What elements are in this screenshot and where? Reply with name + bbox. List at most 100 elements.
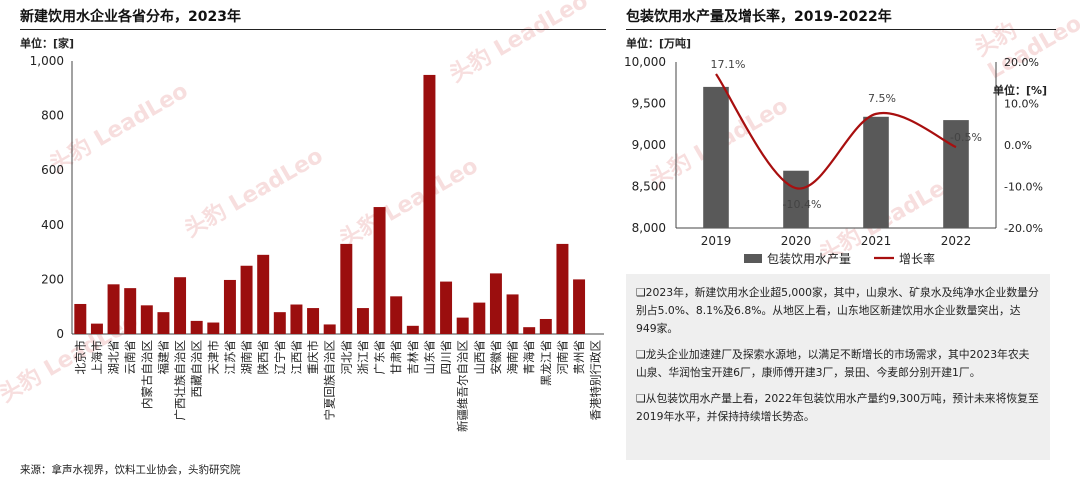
bar [356,308,369,334]
x-tick-label: 上海市 [90,340,104,375]
left-title-rule [20,29,606,30]
x-tick-label: 山东省 [422,340,436,375]
x-tick-label: 河北省 [339,340,353,375]
notes-box: ❑2023年，新建饮用水企业超5,000家，其中，山泉水、矿泉水及纯净水企业数量… [626,274,1050,460]
right-y-tick-label: 10.0% [1004,98,1039,111]
right-y-tick-label: -20.0% [1004,222,1043,235]
x-tick-label: 黑龙江省 [539,340,553,386]
note-paragraph: ❑从包装饮用水产量上看，2022年包装饮用水产量约9,300万吨，预计未来将恢复… [636,392,1039,423]
bar [390,296,403,334]
bar [456,317,469,334]
bar [406,325,419,334]
production-bar [863,116,889,228]
left-y-tick-label: 9,500 [632,97,666,111]
bar [489,273,502,334]
bar [440,281,453,334]
growth-data-label: 7.5% [868,92,896,105]
y-tick-label: 600 [41,163,64,177]
x-tick-label: 江苏省 [223,340,237,375]
note-paragraph: ❑2023年，新建饮用水企业超5,000家，其中，山泉水、矿泉水及纯净水企业数量… [636,286,1039,335]
bar [140,305,153,334]
x-tick-label: 陕西省 [256,340,270,375]
bar [157,312,170,334]
x-tick-label: 吉林省 [406,340,420,375]
x-tick-label: 香港特别行政区 [589,340,603,421]
x-tick-label: 北京市 [73,340,87,375]
right-y-tick-label: 0.0% [1004,139,1032,152]
bar [473,302,486,334]
x-tick-label: 江西省 [289,340,303,375]
x-tick-label: 四川省 [439,340,453,375]
bar [373,207,386,334]
right-y-tick-label: 20.0% [1004,56,1039,69]
bar [207,322,220,334]
bar [290,304,303,334]
growth-data-label: -10.4% [783,198,822,211]
x-tick-label: 甘肃省 [389,340,403,375]
bar [223,279,236,334]
x-tick-label: 河南省 [555,340,569,375]
y-tick-label: 400 [41,218,64,232]
bar [539,318,552,334]
x-tick-label: 新疆维吾尔自治区 [456,340,470,432]
right-unit-left-label: 单位：[万吨] [626,37,692,50]
bar [124,288,137,334]
x-tick-label: 2019 [701,234,732,248]
x-tick-label: 湖南省 [240,340,254,375]
legend-bar-label: 包装饮用水产量 [767,252,851,266]
left-chart-title: 新建饮用水企业各省分布，2023年 [20,9,241,25]
x-tick-label: 湖北省 [107,340,121,375]
x-tick-label: 辽宁省 [273,340,287,375]
x-tick-label: 云南省 [123,340,137,375]
x-tick-label: 2021 [861,234,892,248]
x-tick-label: 重庆市 [306,340,320,375]
x-tick-label: 青海省 [522,340,536,375]
right-y-tick-label: -10.0% [1004,181,1043,194]
x-tick-label: 天津市 [206,340,220,375]
x-tick-label: 贵州省 [572,340,586,375]
bar [257,254,270,334]
legend-bar-swatch [744,254,762,263]
bar [523,327,536,334]
production-bar [943,120,969,228]
bar [74,303,87,334]
bar [506,294,519,334]
x-tick-label: 广西壮族自治区 [173,340,187,421]
bar [273,312,286,334]
production-bar [783,170,809,228]
left-y-tick-label: 9,000 [632,138,666,152]
growth-rate-line [715,73,957,190]
production-bar [703,86,729,229]
y-tick-label: 0 [56,327,64,341]
legend-line-label: 增长率 [899,251,935,266]
source-note: 来源：拿声水视界，饮料工业协会，头豹研究院 [20,464,241,476]
y-tick-label: 1,000 [30,54,64,68]
x-tick-label: 2022 [941,234,972,248]
x-tick-label: 海南省 [506,340,520,375]
bar [340,243,353,334]
x-tick-label: 宁夏回族自治区 [323,340,337,421]
right-unit-right-label: 单位：[%] [993,84,1048,97]
x-tick-label: 2020 [781,234,812,248]
bar [556,243,569,334]
y-tick-label: 200 [41,272,64,286]
x-tick-label: 广东省 [373,340,387,375]
y-tick-label: 800 [41,109,64,123]
growth-data-label: -0.5% [950,131,982,144]
bar [307,308,320,334]
note-paragraph: ❑龙头企业加速建厂及探索水源地，以满足不断增长的市场需求，其中2023年农夫山泉… [636,348,1030,379]
bar [90,323,103,334]
left-y-tick-label: 10,000 [624,55,666,69]
province-bar-chart: 02004006008001,000北京市 上海市 湖北省 云南省 内蒙古自治区 福建省广… [30,54,604,432]
x-tick-label: 西藏自治区 [190,340,204,398]
left-y-tick-label: 8,000 [632,221,666,235]
x-tick-label: 浙江省 [356,340,370,375]
growth-data-label: 17.1% [711,58,746,71]
bar [107,284,120,334]
x-tick-label: 山西省 [472,340,486,375]
x-tick-label: 安徽省 [489,340,503,375]
bar [240,265,253,334]
left-unit-label: 单位：[家] [20,37,75,50]
bar [174,277,187,334]
bar [573,279,586,334]
